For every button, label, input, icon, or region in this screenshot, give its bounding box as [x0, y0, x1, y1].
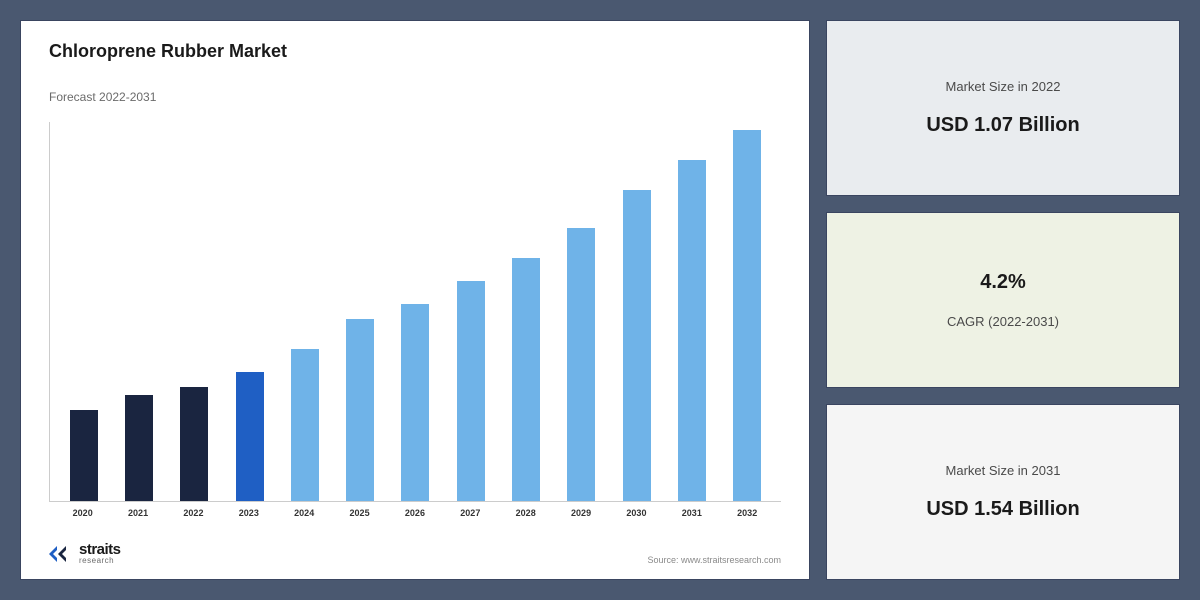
x-tick-label: 2021 [124, 508, 152, 518]
bar [623, 190, 651, 501]
bar [125, 395, 153, 501]
bar [70, 410, 98, 501]
bar [291, 349, 319, 501]
x-tick-label: 2025 [346, 508, 374, 518]
bar-chart-area [49, 122, 781, 502]
stat-label: Market Size in 2031 [946, 463, 1061, 478]
bar [457, 281, 485, 501]
x-tick-label: 2023 [235, 508, 263, 518]
stat-card-market-size-2022: Market Size in 2022 USD 1.07 Billion [826, 20, 1180, 196]
x-tick-label: 2029 [567, 508, 595, 518]
x-tick-label: 2024 [290, 508, 318, 518]
logo-text: straits research [79, 542, 121, 565]
logo-sub-text: research [79, 557, 121, 565]
bars-group [50, 122, 781, 501]
chart-subtitle: Forecast 2022-2031 [49, 90, 781, 104]
bar [346, 319, 374, 501]
stat-value: USD 1.54 Billion [926, 498, 1079, 521]
x-tick-label: 2030 [622, 508, 650, 518]
x-tick-label: 2028 [512, 508, 540, 518]
chart-footer: straits research Source: www.straitsrese… [49, 542, 781, 565]
source-text: Source: www.straitsresearch.com [647, 555, 781, 565]
stat-cards-column: Market Size in 2022 USD 1.07 Billion 4.2… [826, 20, 1180, 580]
stat-value: USD 1.07 Billion [926, 114, 1079, 137]
stat-card-cagr: 4.2% CAGR (2022-2031) [826, 212, 1180, 388]
brand-logo: straits research [49, 542, 121, 565]
x-tick-label: 2032 [733, 508, 761, 518]
stat-label: CAGR (2022-2031) [947, 314, 1059, 329]
stat-value: 4.2% [980, 271, 1026, 294]
chart-panel: Chloroprene Rubber Market Forecast 2022-… [20, 20, 810, 580]
x-tick-label: 2022 [179, 508, 207, 518]
infographic-container: Chloroprene Rubber Market Forecast 2022-… [20, 20, 1180, 580]
stat-card-market-size-2031: Market Size in 2031 USD 1.54 Billion [826, 404, 1180, 580]
bar [512, 258, 540, 501]
stat-label: Market Size in 2022 [946, 79, 1061, 94]
logo-main-text: straits [79, 542, 121, 557]
chart-title: Chloroprene Rubber Market [49, 41, 781, 62]
x-tick-label: 2031 [678, 508, 706, 518]
bar [180, 387, 208, 501]
bar [236, 372, 264, 501]
bar [401, 304, 429, 501]
x-tick-label: 2027 [456, 508, 484, 518]
bar [567, 228, 595, 501]
bar [733, 130, 761, 501]
x-tick-label: 2020 [69, 508, 97, 518]
logo-chevron-icon [49, 544, 75, 564]
x-tick-label: 2026 [401, 508, 429, 518]
bar [678, 160, 706, 501]
x-axis-labels: 2020 2021 2022 2023 2024 2025 2026 2027 2028 2029… [49, 508, 781, 518]
